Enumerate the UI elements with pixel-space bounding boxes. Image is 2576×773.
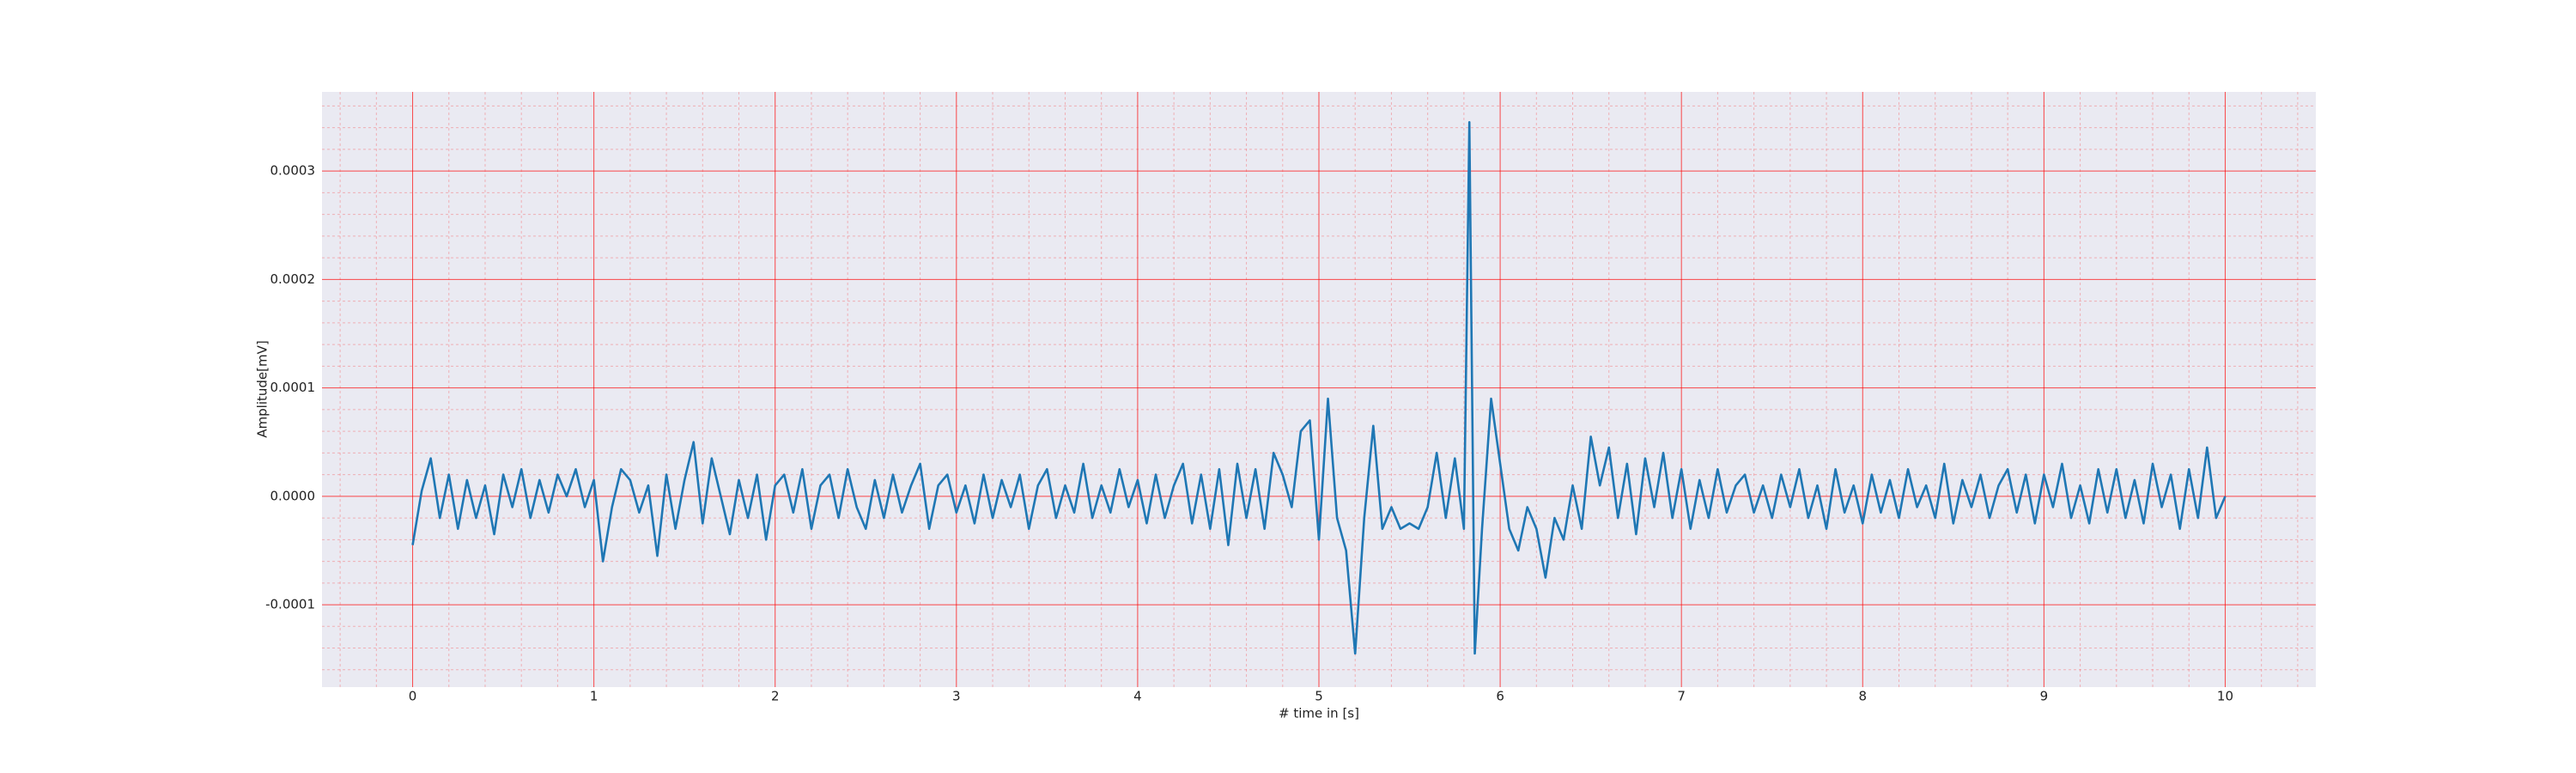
x-tick-label: 4 bbox=[1133, 689, 1142, 704]
x-tick-label: 5 bbox=[1315, 689, 1323, 704]
x-tick-label: 2 bbox=[771, 689, 780, 704]
line bbox=[411, 121, 2227, 655]
y-tick-label: 0.0000 bbox=[270, 488, 316, 503]
x-tick-label: 7 bbox=[1677, 689, 1686, 704]
x-axis-label: # time in [s] bbox=[1279, 706, 1359, 721]
y-tick-label: 0.0003 bbox=[270, 163, 316, 179]
x-tick-label: 1 bbox=[590, 689, 598, 704]
x-tick-label: 3 bbox=[952, 689, 961, 704]
x-tick-label: 10 bbox=[2217, 689, 2233, 704]
x-tick-label: 9 bbox=[2040, 689, 2049, 704]
x-tick-label: 0 bbox=[409, 689, 417, 704]
x-tick-label: 8 bbox=[1858, 689, 1867, 704]
y-axis-label: Amplitude[mV] bbox=[255, 340, 270, 437]
y-tick-label: -0.0001 bbox=[265, 597, 315, 612]
x-tick-label: 6 bbox=[1496, 689, 1504, 704]
y-tick-label: 0.0002 bbox=[270, 271, 316, 287]
y-tick-label: 0.0001 bbox=[270, 380, 316, 395]
